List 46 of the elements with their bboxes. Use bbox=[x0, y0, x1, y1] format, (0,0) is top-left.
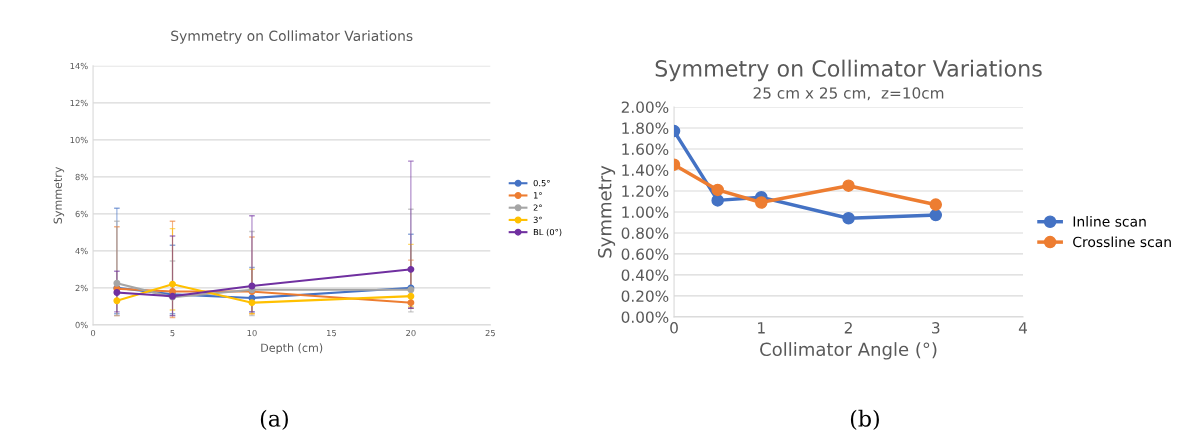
y-axis-title: Symmetry bbox=[53, 166, 65, 224]
x-tick-label: 3 bbox=[932, 322, 940, 334]
y-tick-label: 2% bbox=[75, 284, 88, 292]
legend-label: BL (0°) bbox=[533, 228, 562, 237]
y-tick-label: 8% bbox=[75, 173, 88, 181]
chart-title: Symmetry on Collimator Variations bbox=[655, 59, 1042, 82]
y-tick-label: 4% bbox=[75, 247, 88, 255]
text: (b) bbox=[850, 409, 879, 430]
y-tick-label: 0.60% bbox=[621, 248, 669, 260]
legend-label: 2° bbox=[533, 204, 542, 211]
y-tick-label: 12% bbox=[70, 99, 88, 107]
x-tick-label: 15 bbox=[327, 329, 336, 337]
x-axis-title: Depth (cm) bbox=[261, 343, 323, 355]
y-axis-title: Symmetry bbox=[597, 165, 616, 258]
y-tick-label: 14% bbox=[70, 62, 88, 70]
text: (a) bbox=[260, 409, 288, 430]
x-tick-label: 5 bbox=[170, 329, 175, 337]
y-tick-label: 1.80% bbox=[622, 122, 669, 134]
legend-label: 0.5° bbox=[533, 179, 550, 187]
chart-title: Symmetry on Collimator Variations bbox=[171, 30, 413, 44]
legend-label: Inline scan bbox=[1073, 216, 1146, 227]
y-tick-label: 0.80% bbox=[621, 227, 669, 239]
x-tick-label: 0 bbox=[670, 322, 678, 334]
legend-label: 1° bbox=[533, 192, 542, 199]
y-tick-label: 6% bbox=[75, 210, 88, 218]
x-tick-label: 1 bbox=[758, 322, 765, 334]
y-tick-label: 0.20% bbox=[621, 290, 669, 302]
y-tick-label: 0% bbox=[75, 321, 88, 329]
x-axis-title: Collimator Angle (°) bbox=[760, 342, 937, 360]
y-tick-label: 2.00% bbox=[621, 101, 669, 113]
y-tick-label: 1.40% bbox=[622, 164, 669, 176]
x-tick-label: 10 bbox=[247, 329, 257, 337]
legend-label: Crossline scan bbox=[1073, 236, 1171, 248]
y-tick-label: 1.60% bbox=[622, 143, 669, 155]
x-tick-label: 0 bbox=[90, 329, 96, 337]
y-tick-label: 1.00% bbox=[622, 206, 669, 218]
chart-subtitle: 25 cm x 25 cm, z=10cm bbox=[753, 87, 944, 101]
y-tick-label: 10% bbox=[70, 136, 88, 144]
x-tick-label: 20 bbox=[406, 329, 416, 337]
y-tick-label: 0.40% bbox=[621, 269, 669, 281]
y-tick-label: 1.20% bbox=[622, 185, 669, 197]
x-tick-label: 25 bbox=[485, 329, 495, 337]
x-tick-label: 2 bbox=[844, 322, 852, 334]
x-tick-label: 4 bbox=[1018, 322, 1027, 334]
legend-label: 3° bbox=[533, 216, 542, 223]
y-tick-label: 0.00% bbox=[621, 311, 669, 323]
